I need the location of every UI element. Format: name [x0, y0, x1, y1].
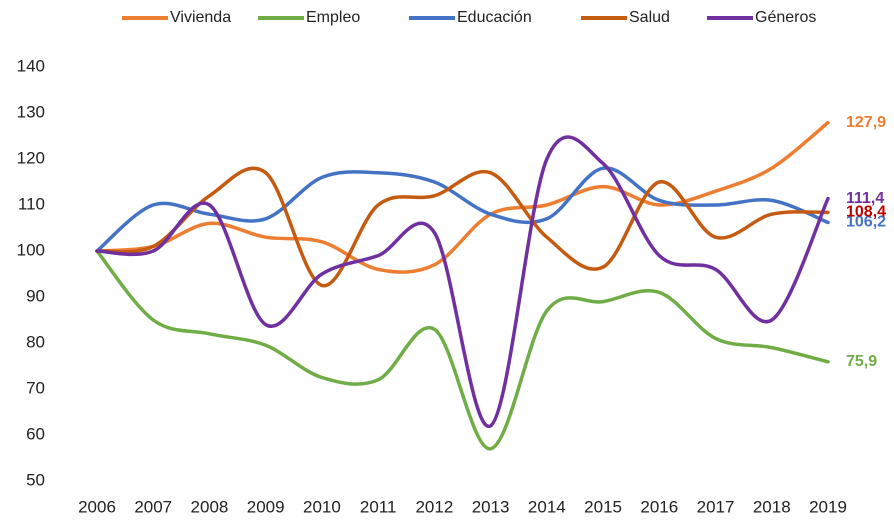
line-series: [95, 135, 830, 428]
x-tick-label: 2012: [415, 497, 453, 516]
x-tick-label: 2017: [697, 497, 735, 516]
y-tick-label: 130: [17, 102, 45, 121]
y-tick-label: 140: [17, 56, 45, 75]
y-tick-label: 100: [17, 240, 45, 259]
x-tick-label: 2018: [753, 497, 791, 516]
x-tick-label: 2010: [303, 497, 341, 516]
x-tick-label: 2009: [247, 497, 285, 516]
x-tick-label: 2013: [472, 497, 510, 516]
x-tick-label: 2016: [640, 497, 678, 516]
y-tick-label: 80: [26, 332, 45, 351]
y-tick-label: 120: [17, 148, 45, 167]
y-tick-label: 50: [26, 470, 45, 489]
legend-label: Salud: [629, 9, 670, 26]
value-label: 111,4: [846, 190, 884, 207]
y-tick-label: 110: [18, 194, 45, 213]
value-label: 75,9: [846, 353, 877, 370]
x-tick-label: 2011: [360, 497, 397, 516]
value-label: 127,9: [846, 114, 886, 131]
x-tick-label: 2008: [191, 497, 229, 516]
line-series: [95, 249, 830, 451]
legend-label: Empleo: [306, 9, 360, 26]
y-tick-label: 70: [26, 378, 45, 397]
value-label: 106,2: [846, 214, 886, 231]
x-tick-label: 2007: [134, 497, 172, 516]
legend-label: Vivienda: [170, 9, 231, 26]
legend-label: Educación: [457, 9, 532, 26]
y-tick-label: 60: [26, 424, 45, 443]
y-tick-label: 90: [26, 286, 45, 305]
x-tick-label: 2015: [584, 497, 622, 516]
line-series: [95, 120, 830, 274]
line-series: [95, 166, 830, 253]
value-label: 108,4: [846, 204, 886, 221]
legend-label: Géneros: [755, 9, 816, 26]
line-series: [95, 166, 830, 288]
x-tick-label: 2014: [528, 497, 566, 516]
x-tick-label: 2019: [809, 497, 847, 516]
x-tick-label: 2006: [78, 497, 116, 516]
